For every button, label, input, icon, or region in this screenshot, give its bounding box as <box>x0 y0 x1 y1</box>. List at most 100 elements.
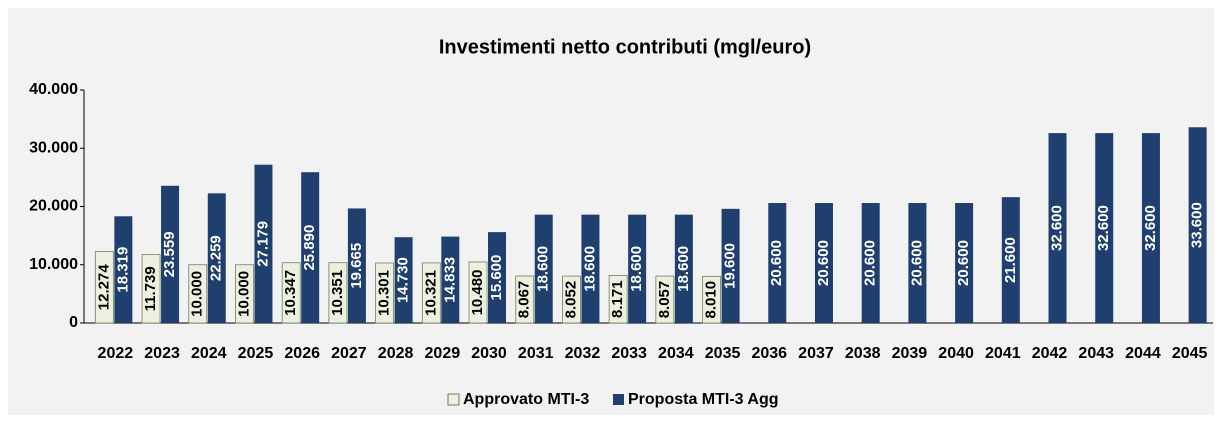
data-label: 12.274 <box>95 264 112 311</box>
data-label: 32.600 <box>1048 205 1065 251</box>
bar <box>655 275 675 324</box>
bar <box>301 172 320 323</box>
x-tick-label: 2039 <box>892 345 928 362</box>
bar <box>1001 197 1020 323</box>
data-label: 10.000 <box>235 271 252 317</box>
data-label: 32.600 <box>1142 205 1159 251</box>
bar <box>328 262 348 324</box>
legend-swatch <box>613 394 624 405</box>
data-label: 18.600 <box>628 246 645 292</box>
x-tick-label: 2043 <box>1078 345 1114 362</box>
data-label: 21.600 <box>1002 237 1019 283</box>
bar <box>161 185 180 323</box>
data-label: 20.600 <box>768 240 785 286</box>
data-label: 32.600 <box>1095 205 1112 251</box>
bar <box>441 236 460 323</box>
data-label: 8.010 <box>703 281 720 319</box>
bar <box>908 203 927 323</box>
bar <box>254 164 273 323</box>
bar <box>1048 133 1067 323</box>
data-label: 8.171 <box>609 280 626 318</box>
x-tick-label: 2041 <box>985 345 1021 362</box>
chart-title: Investimenti netto contributi (mgl/euro) <box>439 36 811 58</box>
bar <box>141 254 161 324</box>
bar <box>1188 127 1207 323</box>
bar <box>394 237 413 323</box>
bar <box>814 203 833 323</box>
x-tick-label: 2032 <box>565 345 601 362</box>
bar <box>534 214 553 323</box>
data-label: 14.730 <box>395 257 412 303</box>
x-tick-label: 2031 <box>518 345 554 362</box>
data-label: 10.351 <box>329 270 346 316</box>
x-tick-label: 2023 <box>144 345 180 362</box>
legend-label: Approvato MTI-3 <box>463 391 589 408</box>
data-label: 18.319 <box>114 247 131 293</box>
bar <box>861 203 880 323</box>
data-label: 10.321 <box>422 270 439 316</box>
data-label: 15.600 <box>488 255 505 301</box>
data-label: 27.179 <box>254 221 271 267</box>
x-tick-label: 2035 <box>705 345 741 362</box>
x-tick-label: 2024 <box>191 345 227 362</box>
data-label: 8.052 <box>562 281 579 319</box>
x-tick-label: 2042 <box>1032 345 1068 362</box>
x-tick-label: 2026 <box>284 345 320 362</box>
x-tick-label: 2025 <box>238 345 274 362</box>
x-tick-label: 2033 <box>611 345 647 362</box>
legend-swatch <box>447 393 460 406</box>
x-tick-label: 2028 <box>378 345 414 362</box>
bar <box>628 214 647 323</box>
bar <box>468 261 488 324</box>
data-label: 8.057 <box>656 281 673 319</box>
data-label: 19.600 <box>722 243 739 289</box>
data-label: 18.600 <box>535 246 552 292</box>
bar <box>347 208 366 323</box>
bar <box>1095 133 1114 323</box>
bar <box>674 214 693 323</box>
y-tick-label: 30.000 <box>29 139 78 156</box>
x-tick-label: 2029 <box>425 345 461 362</box>
bar <box>608 275 628 324</box>
x-tick-label: 2044 <box>1125 345 1161 362</box>
bar <box>562 275 581 324</box>
x-tick-label: 2037 <box>798 345 834 362</box>
data-label: 11.739 <box>142 266 159 311</box>
bar <box>114 216 133 323</box>
data-label: 20.600 <box>862 240 879 286</box>
data-label: 23.559 <box>161 231 178 277</box>
x-tick-label: 2040 <box>938 345 974 362</box>
bar <box>955 203 974 323</box>
data-label: 22.259 <box>208 235 225 281</box>
data-label: 20.600 <box>955 240 972 286</box>
data-label: 18.600 <box>581 246 598 292</box>
y-tick-label: 10.000 <box>29 256 78 273</box>
y-tick-label: 40.000 <box>29 81 78 98</box>
data-label: 10.000 <box>189 271 206 317</box>
data-label: 18.600 <box>675 246 692 292</box>
bar <box>581 214 600 323</box>
data-label: 8.067 <box>516 281 533 319</box>
bar <box>488 232 507 323</box>
bar <box>235 264 254 324</box>
bar <box>702 275 721 324</box>
data-label: 20.600 <box>908 240 925 286</box>
data-label: 14.833 <box>441 257 458 303</box>
bar <box>281 262 301 324</box>
data-label: 10.301 <box>376 270 393 316</box>
x-tick-label: 2038 <box>845 345 881 362</box>
y-tick-label: 0 <box>69 314 78 331</box>
x-tick-label: 2030 <box>471 345 507 362</box>
legend-label: Proposta MTI-3 Agg <box>628 391 779 408</box>
y-tick-label: 20.000 <box>29 198 78 215</box>
bar <box>1141 133 1160 323</box>
data-label: 25.890 <box>301 225 318 271</box>
bar <box>375 262 395 324</box>
bar <box>768 203 787 323</box>
bar <box>721 208 740 323</box>
bar <box>421 262 441 324</box>
x-tick-label: 2036 <box>751 345 787 362</box>
bar <box>94 251 114 324</box>
x-tick-label: 2027 <box>331 345 367 362</box>
